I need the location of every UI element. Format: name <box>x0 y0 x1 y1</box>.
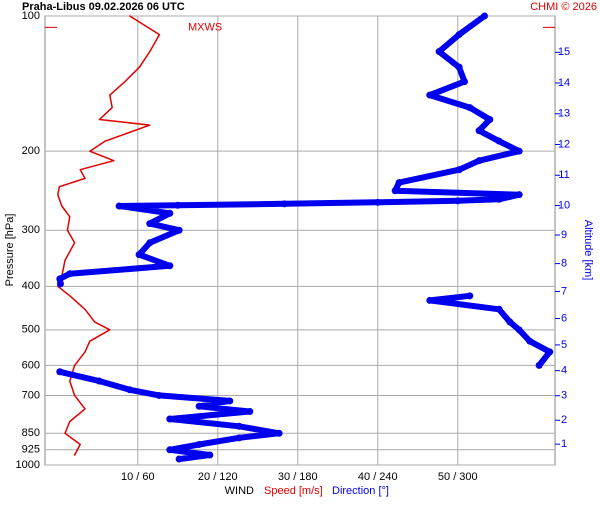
speed-line <box>57 15 161 456</box>
x-tick-label: 40 / 240 <box>358 471 398 483</box>
y-tick-label: 1000 <box>16 459 40 471</box>
direction-dot <box>391 187 399 195</box>
direction-dot <box>546 348 554 356</box>
direction-dot <box>66 270 74 278</box>
y2-tick-label: 1 <box>561 438 567 450</box>
y-tick-label: 400 <box>22 280 40 292</box>
legend-entry: Speed [m/s] <box>264 485 323 497</box>
y2-tick-label: 9 <box>561 229 567 241</box>
direction-dot <box>466 104 474 112</box>
direction-dot <box>246 407 254 415</box>
y2-tick-label: 4 <box>561 365 567 377</box>
direction-dot <box>226 397 234 405</box>
direction-dot <box>175 226 183 234</box>
direction-dot <box>146 220 154 228</box>
legend-entry: Direction [°] <box>332 485 389 497</box>
direction-dot <box>535 361 543 369</box>
direction-dot <box>115 202 123 210</box>
direction-dot <box>135 251 143 259</box>
direction-dot <box>460 78 468 86</box>
direction-dot <box>95 377 103 385</box>
y2-tick-label: 2 <box>561 414 567 426</box>
x-tick-label: 30 / 180 <box>278 471 318 483</box>
y2-tick-label: 8 <box>561 258 567 270</box>
y-axis-label: Pressure [hPa] <box>4 214 16 287</box>
direction-dot <box>435 48 443 56</box>
direction-dot <box>455 63 463 71</box>
direction-dot <box>195 402 203 410</box>
y-tick-label: 500 <box>22 324 40 336</box>
direction-dot <box>395 179 403 187</box>
y2-tick-label: 10 <box>558 199 570 211</box>
direction-dot <box>495 305 503 313</box>
direction-dot <box>235 422 243 430</box>
y-tick-label: 850 <box>22 427 40 439</box>
direction-dot <box>166 262 174 270</box>
direction-dot <box>506 318 514 326</box>
direction-dot <box>475 127 483 135</box>
direction-dot <box>166 446 174 454</box>
x-tick-label: 50 / 300 <box>438 471 478 483</box>
y2-tick-label: 11 <box>558 169 569 181</box>
y-tick-label: 600 <box>22 359 40 371</box>
direction-dot <box>235 434 243 442</box>
y2-tick-label: 15 <box>558 46 570 58</box>
direction-dot <box>175 455 183 463</box>
y2-axis-label: Altitude [km] <box>582 220 594 281</box>
direction-dot <box>174 201 182 209</box>
direction-dot <box>526 337 534 345</box>
y2-tick-label: 6 <box>561 312 567 324</box>
y-tick-label: 925 <box>22 444 40 456</box>
direction-dot <box>146 239 154 247</box>
direction-dot <box>56 280 64 288</box>
y2-tick-label: 12 <box>558 138 570 150</box>
direction-dot <box>206 451 214 459</box>
direction-dot <box>455 31 463 39</box>
direction-dot <box>454 197 462 205</box>
direction-dot <box>426 296 434 304</box>
direction-dot <box>56 368 64 376</box>
direction-dot <box>166 209 174 217</box>
annotation: MXWS <box>188 21 222 33</box>
direction-dot <box>195 440 203 448</box>
y-tick-label: 200 <box>22 145 40 157</box>
direction-dot <box>166 415 174 423</box>
direction-dot <box>126 386 134 394</box>
y-tick-label: 300 <box>22 224 40 236</box>
direction-dot <box>155 391 163 399</box>
y2-tick-label: 3 <box>561 390 567 402</box>
direction-dot <box>455 166 463 174</box>
direction-dot <box>280 200 288 208</box>
y2-tick-label: 13 <box>558 108 570 120</box>
direction-dot <box>275 429 283 437</box>
credit: CHMI © 2026 <box>530 1 597 13</box>
direction-dot <box>495 195 503 203</box>
direction-dot <box>515 147 523 155</box>
direction-dot <box>515 326 523 334</box>
y2-tick-label: 7 <box>561 285 567 297</box>
x-tick-label: 20 / 120 <box>198 471 238 483</box>
direction-dot <box>374 198 382 206</box>
chart-title: Praha-Libus 09.02.2026 06 UTC <box>22 1 185 13</box>
y-tick-label: 700 <box>22 389 40 401</box>
y-tick-label: 100 <box>22 10 40 22</box>
direction-dot <box>486 115 494 123</box>
x-tick-label: 10 / 60 <box>121 471 155 483</box>
y2-tick-label: 5 <box>561 339 567 351</box>
direction-dot <box>480 12 488 20</box>
direction-dot <box>475 157 483 165</box>
direction-dot <box>466 292 474 300</box>
direction-dot <box>515 191 523 199</box>
y2-tick-label: 14 <box>558 77 570 89</box>
direction-dot <box>495 137 503 145</box>
x-axis-label: WIND <box>225 485 254 497</box>
direction-dot <box>426 91 434 99</box>
